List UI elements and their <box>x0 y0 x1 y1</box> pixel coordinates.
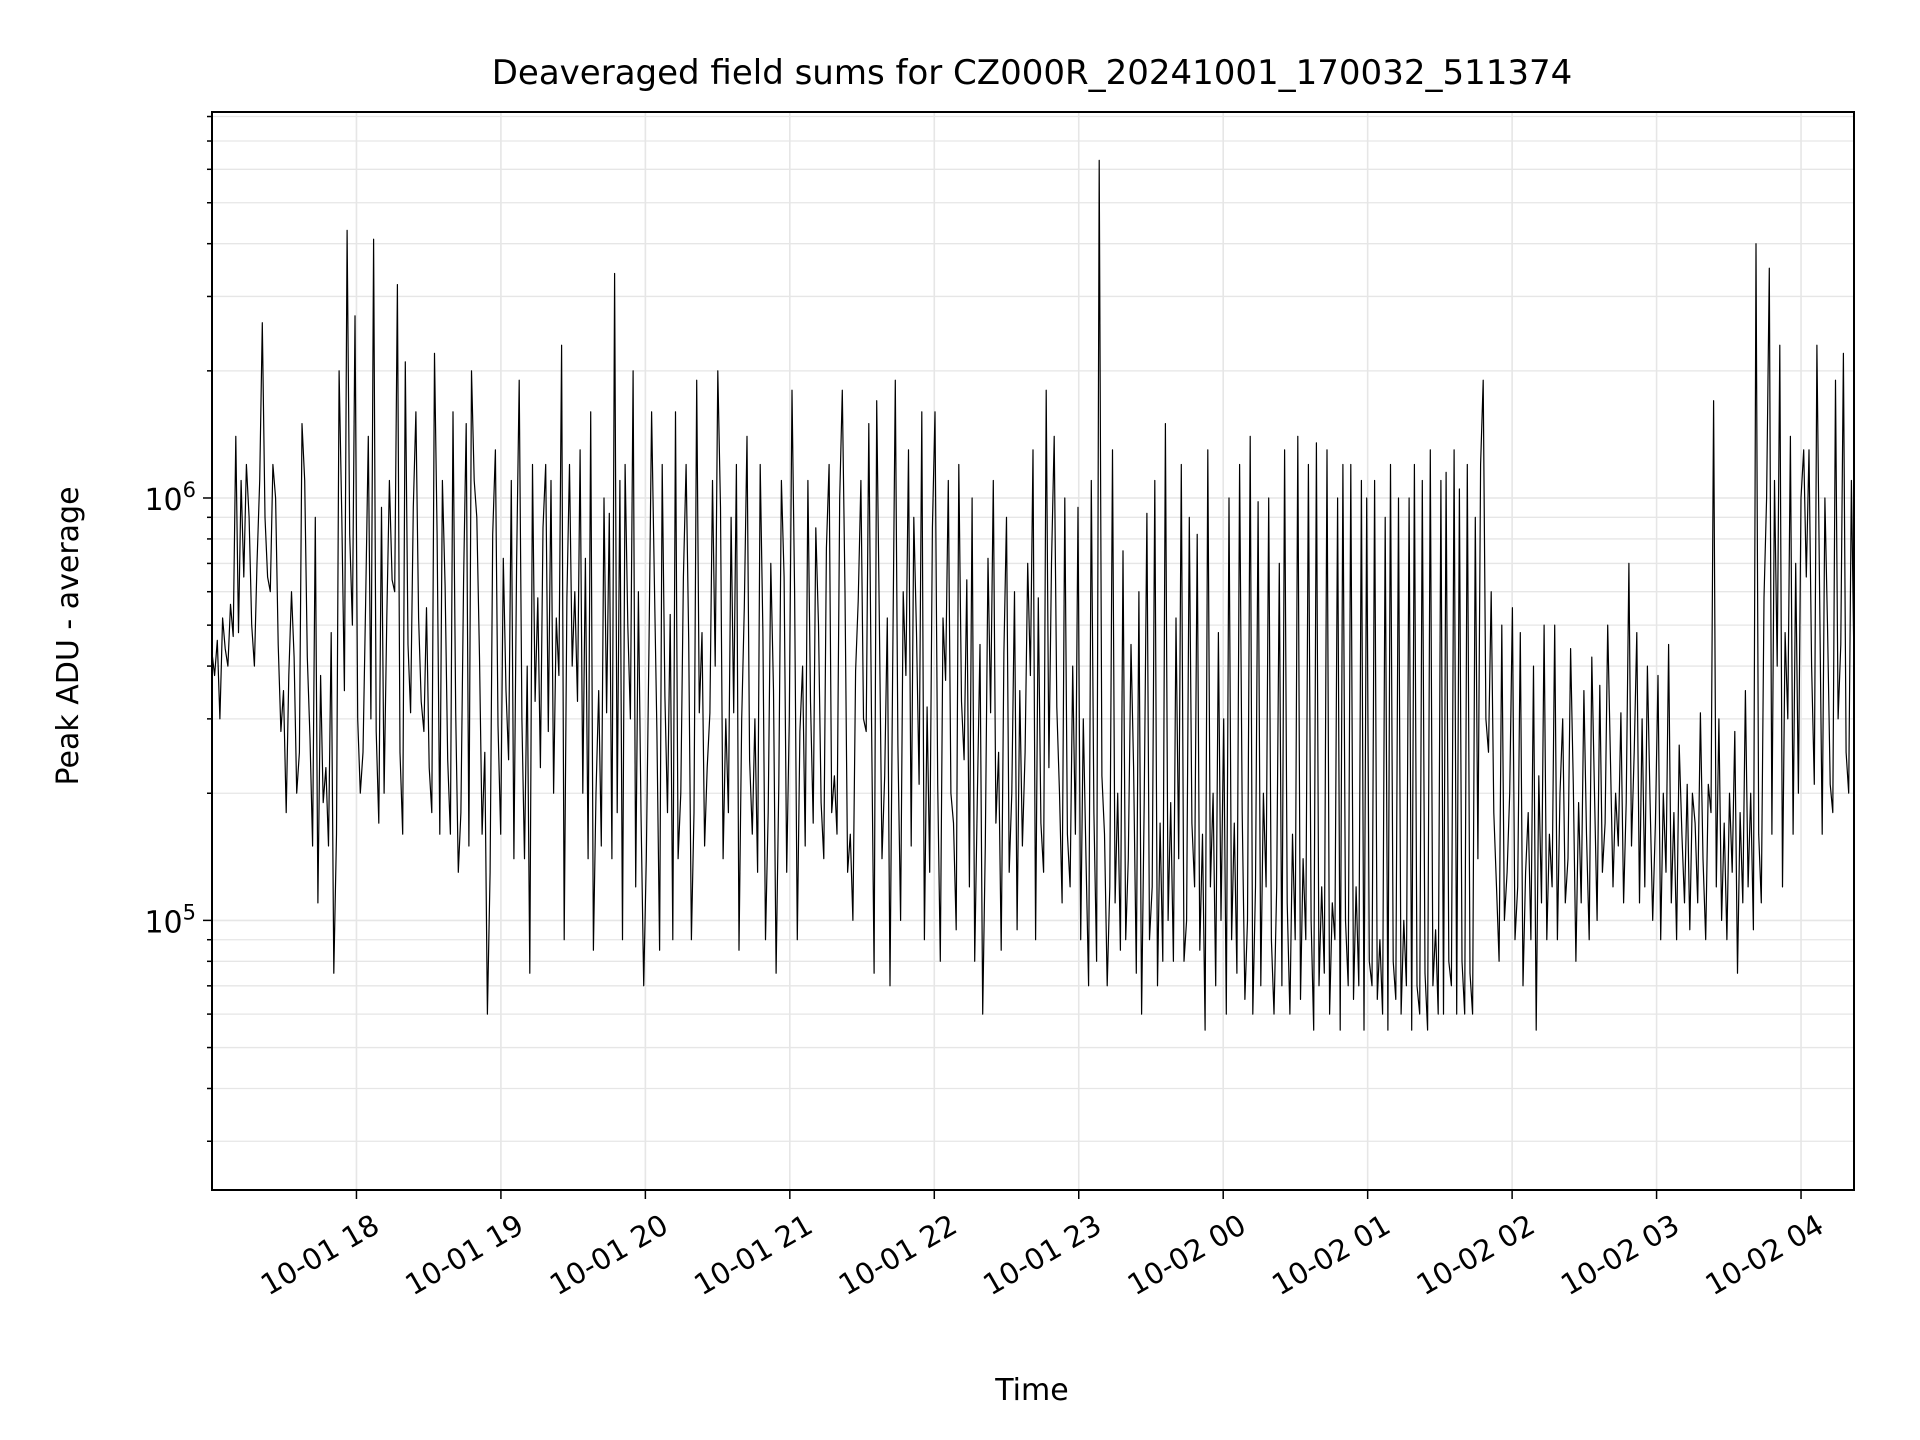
x-axis-label: Time <box>994 1373 1068 1408</box>
series-line <box>211 159 1855 1031</box>
chart-title: Deaveraged field sums for CZ000R_2024100… <box>492 53 1573 93</box>
y-tick-label: 105 <box>144 900 196 940</box>
y-tick-label: 106 <box>144 478 196 518</box>
y-axis-label: Peak ADU - average <box>51 486 86 785</box>
plot-frame <box>211 111 1855 1191</box>
